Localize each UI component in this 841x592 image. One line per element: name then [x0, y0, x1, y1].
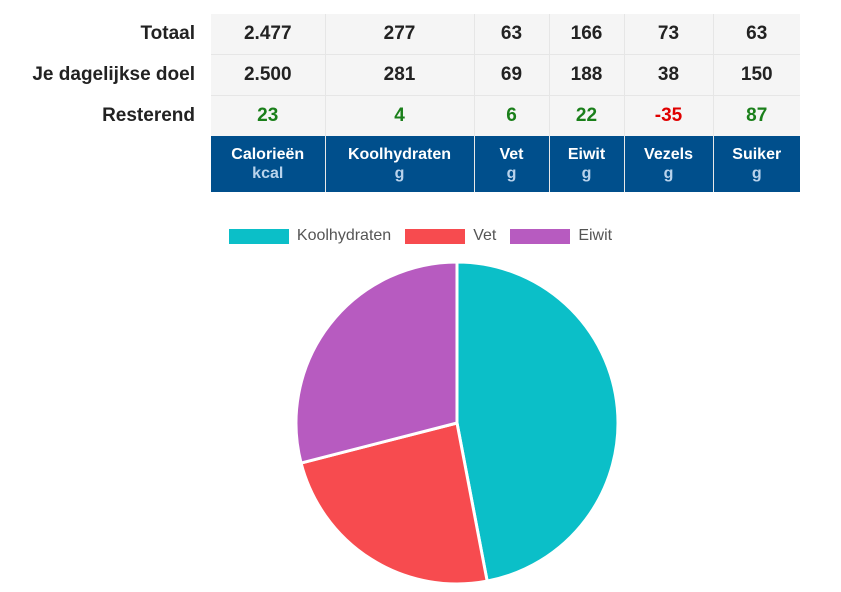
- table-cell: 2.477: [211, 14, 325, 55]
- column-name: Vezels: [644, 146, 693, 163]
- table-cell: 38: [623, 54, 713, 96]
- legend-label: Eiwit: [578, 227, 613, 244]
- nutrition-summary-table: Totaal 2.477 277 63 166 73 63 Je dagelij…: [0, 14, 800, 192]
- table-cell: 2.500: [211, 54, 325, 96]
- table-cell-remaining: 87: [712, 95, 800, 136]
- legend-item-carbs[interactable]: Koolhydraten: [228, 227, 392, 245]
- column-name: Calorieën: [231, 146, 305, 163]
- legend-swatch: [228, 228, 289, 244]
- table-cell: 69: [473, 54, 549, 96]
- pie-slice-protein[interactable]: [294, 260, 459, 465]
- legend-item-fat[interactable]: Vet: [405, 227, 496, 245]
- table-header-row: Calorieën kcal Koolhydraten g Vet g Eiwi…: [0, 136, 800, 192]
- row-label: Resterend: [0, 95, 211, 136]
- table-cell: 281: [324, 54, 474, 96]
- column-unit: g: [394, 165, 405, 182]
- legend-item-protein[interactable]: Eiwit: [510, 227, 612, 245]
- column-unit: g: [506, 165, 517, 182]
- column-name: Suiker: [732, 146, 782, 163]
- header-spacer: [0, 136, 211, 192]
- table-cell-remaining: 6: [473, 95, 549, 136]
- column-unit: g: [663, 165, 674, 182]
- legend-swatch: [405, 228, 466, 244]
- table-cell-remaining: 22: [548, 95, 624, 136]
- column-unit: kcal: [252, 165, 284, 182]
- column-header-carbs: Koolhydraten g: [324, 136, 474, 192]
- row-label: Totaal: [0, 14, 211, 55]
- column-name: Vet: [499, 146, 524, 163]
- column-unit: g: [751, 165, 762, 182]
- chart-legend: Koolhydraten Vet Eiwit: [0, 227, 841, 245]
- table-cell-remaining: -35: [623, 95, 713, 136]
- column-header-fat: Vet g: [473, 136, 549, 192]
- row-label: Je dagelijkse doel: [0, 54, 211, 96]
- table-cell: 188: [548, 54, 624, 96]
- legend-swatch: [510, 228, 571, 244]
- table-cell: 150: [712, 54, 800, 96]
- table-cell-remaining: 23: [211, 95, 325, 136]
- column-name: Eiwit: [567, 146, 606, 163]
- table-cell: 63: [473, 14, 549, 55]
- column-header-fiber: Vezels g: [623, 136, 713, 192]
- legend-label: Koolhydraten: [296, 227, 392, 244]
- column-header-calories: Calorieën kcal: [211, 136, 325, 192]
- table-cell-remaining: 4: [324, 95, 474, 136]
- table-cell: 277: [324, 14, 474, 55]
- table-row-remaining: Resterend 23 4 6 22 -35 87: [0, 95, 800, 136]
- table-cell: 166: [548, 14, 624, 55]
- column-header-protein: Eiwit g: [548, 136, 624, 192]
- table-cell: 73: [623, 14, 713, 55]
- table-cell: 63: [712, 14, 800, 55]
- column-name: Koolhydraten: [347, 146, 452, 163]
- column-header-sugar: Suiker g: [712, 136, 800, 192]
- pie-slice-carbs[interactable]: [455, 260, 620, 583]
- column-unit: g: [581, 165, 592, 182]
- legend-label: Vet: [473, 227, 497, 244]
- table-row-total: Totaal 2.477 277 63 166 73 63: [0, 14, 800, 55]
- pie-slice-fat[interactable]: [299, 421, 489, 586]
- table-row-goal: Je dagelijkse doel 2.500 281 69 188 38 1…: [0, 54, 800, 96]
